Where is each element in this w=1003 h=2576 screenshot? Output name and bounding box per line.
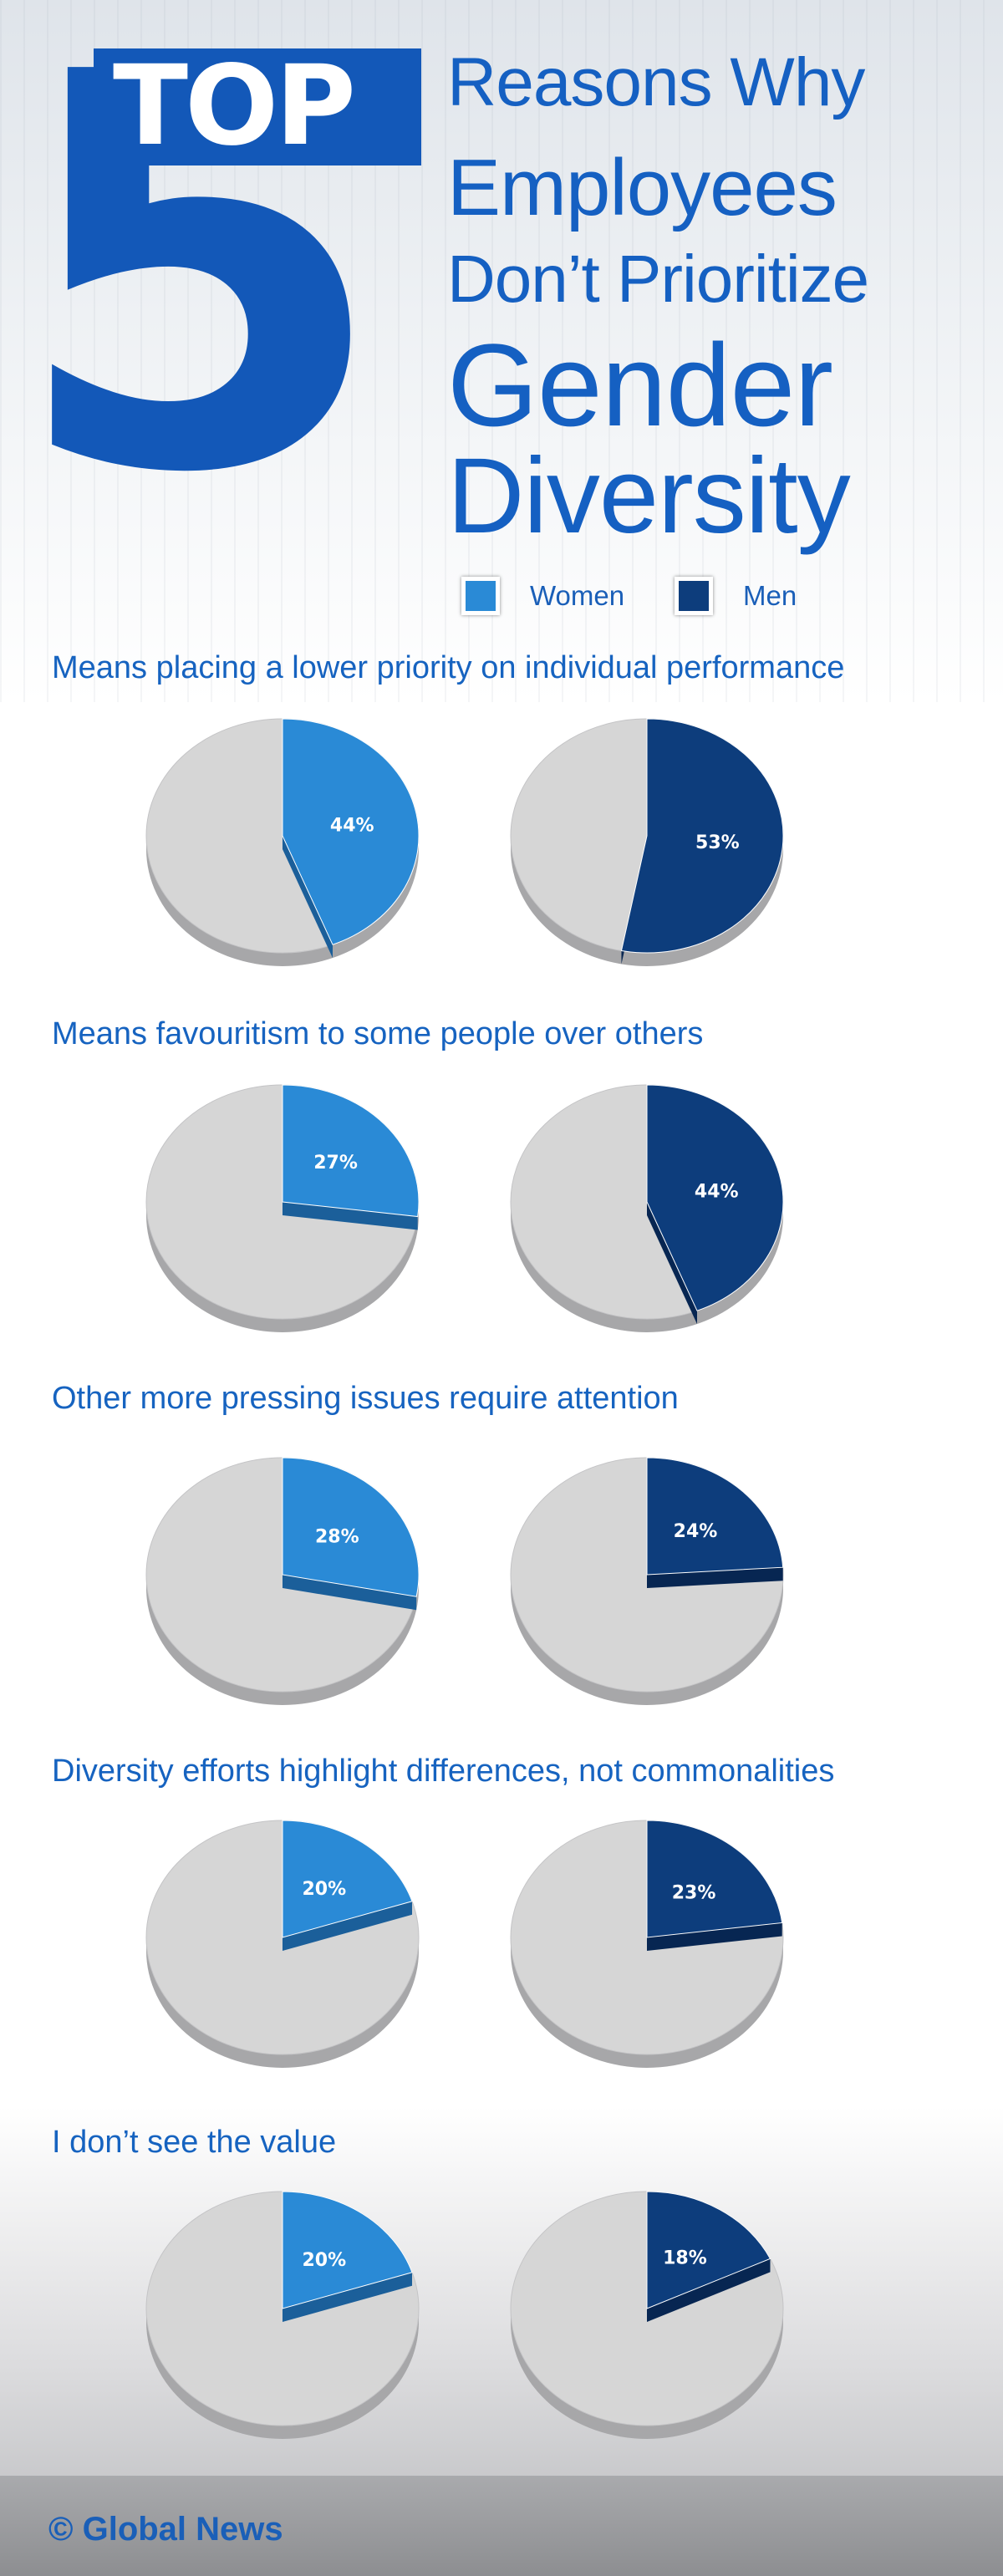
pie-women-2: 27% <box>145 1084 420 1332</box>
pie-slice-men <box>646 1457 784 1576</box>
question-title-2: Means favouritism to some people over ot… <box>52 1016 704 1051</box>
pie-slice-edge <box>283 836 333 959</box>
pie-slice-women <box>282 1820 413 1938</box>
pie-slice-women <box>282 718 420 945</box>
pie-men-5: 18% <box>510 2191 784 2439</box>
pie-women-1: 44% <box>145 718 420 966</box>
data-label-women: 44% <box>330 815 374 836</box>
pie-slice-edge <box>647 2258 771 2322</box>
data-label-women: 20% <box>302 1879 346 1900</box>
data-label-men: 23% <box>672 1882 716 1903</box>
question-title-3: Other more pressing issues require atten… <box>52 1381 679 1416</box>
legend-swatch-women <box>461 577 500 615</box>
pie-slice-women <box>282 2191 413 2309</box>
question-title-5: I don’t see the value <box>52 2125 337 2160</box>
headline-line-5: Diversity <box>447 436 851 556</box>
pie-slice-edge <box>283 1202 418 1230</box>
pie-women-4: 20% <box>145 1820 420 2068</box>
legend-label-men: Men <box>743 580 797 611</box>
legend-swatch-men <box>675 577 713 615</box>
data-label-men: 44% <box>695 1181 739 1202</box>
data-label-men: 18% <box>663 2248 707 2269</box>
top-label: TOP <box>113 42 356 171</box>
data-label-women: 20% <box>302 2250 346 2271</box>
pie-slice-men <box>646 1084 784 1311</box>
pie-slice-men <box>646 1820 783 1938</box>
pie-slice-women <box>282 1457 420 1597</box>
legend-label-women: Women <box>530 580 625 611</box>
pie-women-5: 20% <box>145 2191 420 2439</box>
headline-line-2: Employees <box>447 143 838 232</box>
pie-women-3: 28% <box>145 1457 420 1705</box>
legend-item-men: Men <box>675 577 797 615</box>
pie-men-1: 53% <box>510 718 784 966</box>
pie-slice-men <box>646 2191 771 2309</box>
pie-slice-edge <box>283 2272 413 2322</box>
pie-men-3: 24% <box>510 1457 784 1705</box>
question-title-4: Diversity efforts highlight differences,… <box>52 1754 835 1789</box>
pie-slice-edge <box>647 1567 783 1588</box>
data-label-men: 24% <box>674 1521 718 1542</box>
data-label-women: 27% <box>313 1153 358 1173</box>
headline-line-1: Reasons Why <box>447 44 865 120</box>
headline-line-3: Don’t Prioritize <box>447 242 869 316</box>
floor-background <box>0 2476 1003 2576</box>
pie-slice-edge <box>647 1922 782 1951</box>
pie-men-2: 44% <box>510 1084 784 1332</box>
pie-slice-edge <box>283 1575 417 1611</box>
legend-item-women: Women <box>461 577 624 615</box>
data-label-men: 53% <box>695 832 740 853</box>
data-label-women: 28% <box>315 1527 359 1548</box>
footer-credit: © Global News <box>48 2511 283 2548</box>
headline-line-4: Gender <box>447 319 833 451</box>
pie-slice-edge <box>647 1202 698 1325</box>
pie-men-4: 23% <box>510 1820 784 2068</box>
question-title-1: Means placing a lower priority on indivi… <box>52 650 845 685</box>
pie-slice-men <box>620 718 784 954</box>
top-label-box <box>94 48 421 165</box>
pie-slice-women <box>282 1084 420 1218</box>
pie-slice-edge <box>283 1901 413 1951</box>
